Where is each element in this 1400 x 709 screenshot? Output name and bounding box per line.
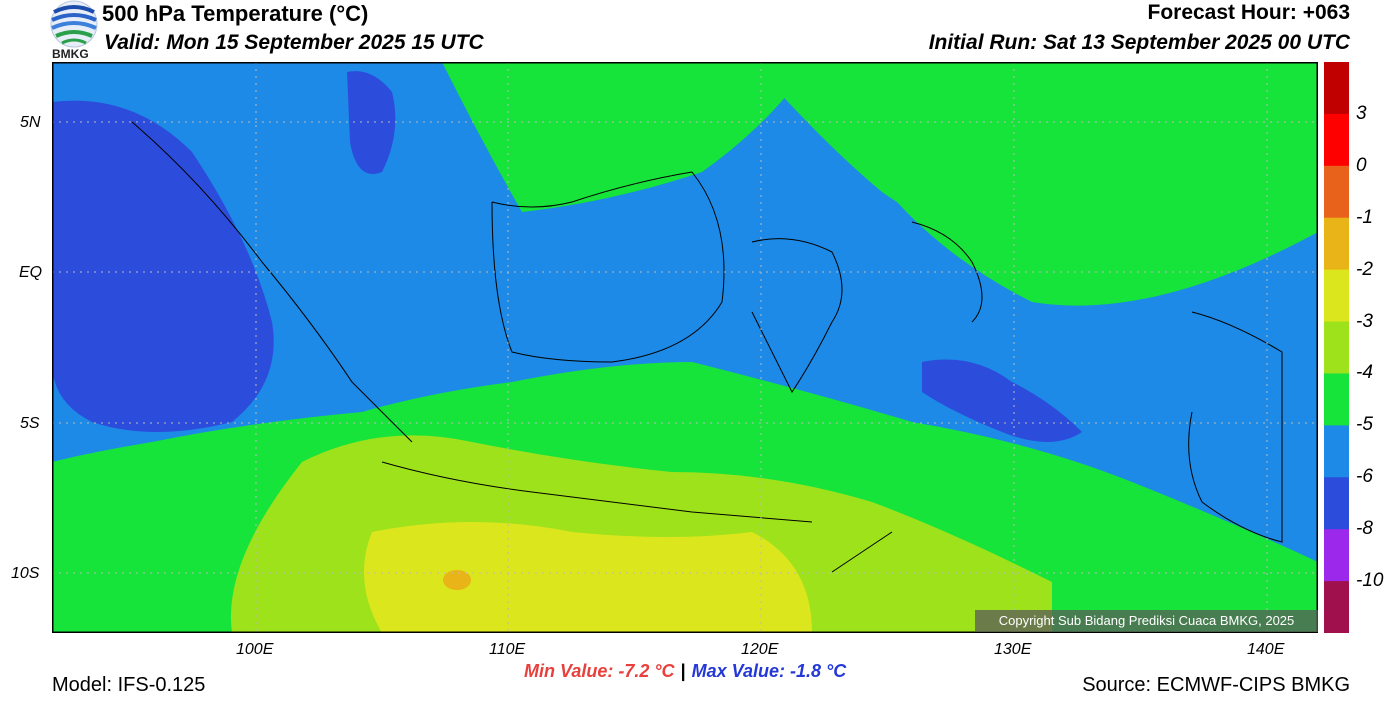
colorbar bbox=[1324, 62, 1349, 633]
model-name: Model: IFS-0.125 bbox=[52, 674, 206, 696]
colorbar-label: -1 bbox=[1356, 206, 1373, 228]
temperature-map bbox=[52, 62, 1318, 633]
lat-label-5s: 5S bbox=[20, 415, 40, 432]
colorbar-label: -3 bbox=[1356, 310, 1373, 332]
colorbar-label: -6 bbox=[1356, 466, 1373, 488]
min-value: Min Value: -7.2 °C bbox=[524, 661, 675, 681]
valid-time: Valid: Mon 15 September 2025 15 UTC bbox=[104, 31, 484, 54]
colorbar-segment bbox=[1324, 62, 1349, 115]
colorbar-segment bbox=[1324, 425, 1349, 478]
forecast-hour: Forecast Hour: +063 bbox=[1147, 1, 1351, 24]
bmkg-logo bbox=[50, 0, 100, 62]
colorbar-label: -8 bbox=[1356, 518, 1373, 540]
colorbar-label: -4 bbox=[1356, 362, 1373, 384]
lon-label-130e: 130E bbox=[994, 641, 1032, 658]
initial-run: Initial Run: Sat 13 September 2025 00 UT… bbox=[928, 31, 1350, 54]
copyright-notice: Copyright Sub Bidang Prediksi Cuaca BMKG… bbox=[975, 610, 1318, 632]
colorbar-segment bbox=[1324, 113, 1349, 167]
lat-label-10s: 10S bbox=[11, 565, 40, 582]
colorbar-segment bbox=[1324, 217, 1349, 271]
colorbar-segment bbox=[1324, 373, 1349, 426]
colorbar-label: -2 bbox=[1356, 258, 1373, 280]
colorbar-label: 0 bbox=[1356, 154, 1367, 176]
lon-label-110e: 110E bbox=[489, 641, 526, 658]
max-value: Max Value: -1.8 °C bbox=[691, 661, 847, 681]
colorbar-label: -5 bbox=[1356, 414, 1373, 436]
lon-label-120e: 120E bbox=[741, 641, 779, 658]
lat-label-5n: 5N bbox=[20, 114, 41, 131]
data-source: Source: ECMWF-CIPS BMKG bbox=[1082, 674, 1350, 696]
colorbar-label: 3 bbox=[1356, 102, 1367, 124]
lon-label-140e: 140E bbox=[1247, 641, 1285, 658]
logo-text: BMKG bbox=[52, 47, 89, 61]
colorbar-segment bbox=[1324, 477, 1349, 530]
colorbar-segment bbox=[1324, 581, 1349, 633]
colorbar-segment bbox=[1324, 529, 1349, 582]
colorbar-segment bbox=[1324, 321, 1349, 374]
chart-title: 500 hPa Temperature (°C) bbox=[102, 1, 369, 26]
lat-label-eq: EQ bbox=[19, 264, 43, 281]
colorbar-label: -10 bbox=[1356, 570, 1384, 592]
colorbar-segment bbox=[1324, 269, 1349, 323]
separator: | bbox=[680, 661, 686, 681]
min-max-values: Min Value: -7.2 °C | Max Value: -1.8 °C bbox=[524, 661, 846, 682]
lon-label-100e: 100E bbox=[236, 641, 274, 658]
colorbar-segment bbox=[1324, 165, 1349, 219]
